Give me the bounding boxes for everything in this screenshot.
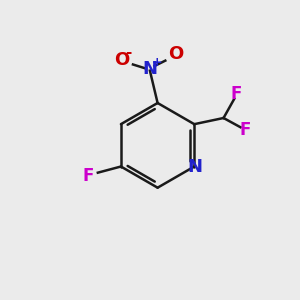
- Text: F: F: [230, 85, 242, 103]
- Text: +: +: [152, 56, 162, 69]
- Text: N: N: [188, 158, 202, 176]
- Text: O: O: [168, 45, 183, 63]
- Text: -: -: [125, 45, 131, 60]
- Text: O: O: [114, 51, 129, 69]
- Text: N: N: [142, 60, 158, 78]
- Text: F: F: [83, 167, 94, 185]
- Text: F: F: [239, 121, 251, 139]
